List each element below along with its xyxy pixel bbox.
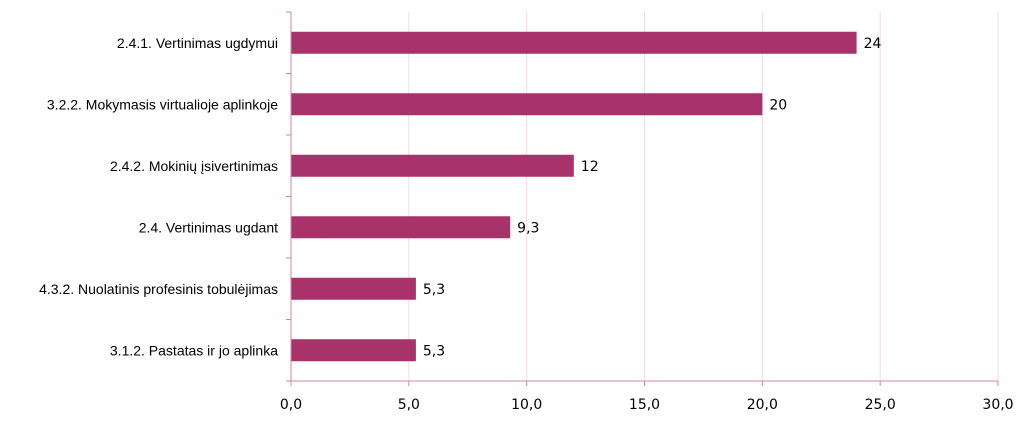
x-tick-labels: 0,0 5,0 10,0 15,0 20,0 25,0 30,0 — [280, 397, 1014, 413]
data-label: 9,3 — [517, 220, 539, 236]
value-labels: 24 20 12 9,3 5,3 5,3 — [423, 36, 882, 360]
x-tick-label: 30,0 — [982, 397, 1013, 413]
x-tick-label: 25,0 — [865, 397, 896, 413]
data-label: 20 — [769, 97, 787, 113]
bar — [291, 154, 574, 177]
category-label: 4.3.2. Nuolatinis profesinis tobulėjimas — [39, 281, 278, 297]
category-labels: 2.4.1. Vertinimas ugdymui 3.2.2. Mokymasi… — [39, 35, 278, 359]
bar — [291, 31, 857, 54]
bar — [291, 93, 763, 116]
category-label: 2.4.2. Mokinių įsivertinimas — [110, 158, 278, 174]
bar — [291, 216, 511, 239]
x-tick-label: 10,0 — [511, 397, 542, 413]
x-tick-label: 15,0 — [629, 397, 660, 413]
grid-lines — [408, 12, 999, 381]
data-label: 5,3 — [423, 282, 445, 298]
bar — [291, 339, 416, 362]
category-label: 3.2.2. Mokymasis virtualioje aplinkoje — [47, 96, 278, 112]
data-label: 24 — [864, 36, 882, 52]
bar — [291, 277, 416, 300]
bars — [291, 31, 857, 362]
x-tick-label: 0,0 — [280, 397, 302, 413]
category-label: 2.4.1. Vertinimas ugdymui — [117, 35, 278, 51]
category-label: 3.1.2. Pastatas ir jo aplinka — [110, 342, 278, 358]
data-label: 12 — [581, 159, 599, 175]
x-tick-label: 5,0 — [398, 397, 420, 413]
category-label: 2.4. Vertinimas ugdant — [139, 219, 278, 235]
data-label: 5,3 — [423, 343, 445, 359]
axes — [286, 11, 999, 386]
x-tick-label: 20,0 — [747, 397, 778, 413]
